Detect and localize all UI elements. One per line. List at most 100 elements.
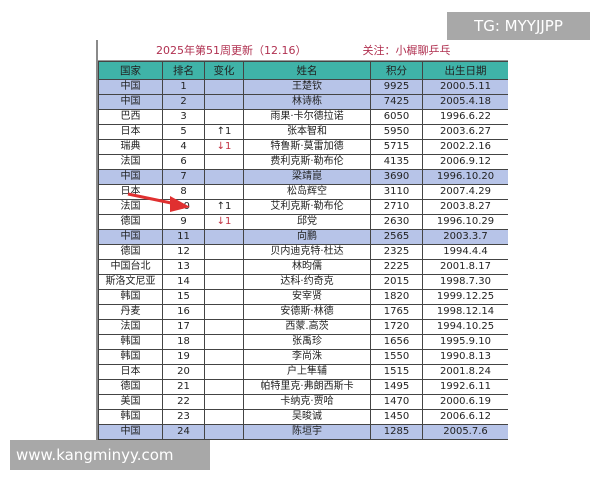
points-cell: 1470 <box>370 394 423 410</box>
country-cell: 韩国 <box>98 349 163 365</box>
change-cell <box>204 169 244 185</box>
birthdate-cell: 1994.4.4 <box>422 244 508 260</box>
name-cell: 安德斯·林德 <box>243 304 371 320</box>
country-cell: 美国 <box>98 394 163 410</box>
points-cell: 2015 <box>370 274 423 290</box>
rank-cell: 15 <box>162 289 205 305</box>
rank-cell: 23 <box>162 409 205 425</box>
change-cell: ↑1 <box>204 199 244 215</box>
table-row: 韩国 23 吴晙诚 1450 2006.6.12 <box>98 409 508 425</box>
rank-cell: 11 <box>162 229 205 245</box>
rank-cell: 2 <box>162 94 205 110</box>
change-cell <box>204 259 244 275</box>
country-cell: 法国 <box>98 319 163 335</box>
change-cell <box>204 244 244 260</box>
table-row: 中国 11 向鹏 2565 2003.3.7 <box>98 229 508 245</box>
points-cell: 1450 <box>370 409 423 425</box>
column-header: 国家 <box>98 61 163 80</box>
points-cell: 6050 <box>370 109 423 125</box>
birthdate-cell: 1994.10.25 <box>422 319 508 335</box>
change-cell <box>204 409 244 425</box>
country-cell: 德国 <box>98 379 163 395</box>
name-cell: 向鹏 <box>243 229 371 245</box>
birthdate-cell: 2003.8.27 <box>422 199 508 215</box>
points-cell: 5950 <box>370 124 423 140</box>
rank-cell: 14 <box>162 274 205 290</box>
birthdate-cell: 2003.6.27 <box>422 124 508 140</box>
change-cell <box>204 289 244 305</box>
country-cell: 中国 <box>98 229 163 245</box>
points-cell: 5715 <box>370 139 423 155</box>
table-row: 德国 12 贝内迪克特·杜达 2325 1994.4.4 <box>98 244 508 260</box>
name-cell: 李尚洙 <box>243 349 371 365</box>
points-cell: 1550 <box>370 349 423 365</box>
name-cell: 户上隼辅 <box>243 364 371 380</box>
change-cell <box>204 349 244 365</box>
change-cell <box>204 229 244 245</box>
change-cell <box>204 319 244 335</box>
table-row: 瑞典 4 ↓1 特鲁斯·莫雷加德 5715 2002.2.16 <box>98 139 508 155</box>
rank-cell: 13 <box>162 259 205 275</box>
birthdate-cell: 2000.6.19 <box>422 394 508 410</box>
birthdate-cell: 1998.12.14 <box>422 304 508 320</box>
rank-cell: 3 <box>162 109 205 125</box>
country-cell: 韩国 <box>98 334 163 350</box>
points-cell: 1285 <box>370 424 423 440</box>
table-row: 巴西 3 雨果·卡尔德拉诺 6050 1996.6.22 <box>98 109 508 125</box>
header-row: 国家 排名 变化 姓名 积分 出生日期 <box>98 61 508 80</box>
column-header: 排名 <box>162 61 205 80</box>
points-cell: 1656 <box>370 334 423 350</box>
change-cell: ↓1 <box>204 214 244 230</box>
rank-cell: 21 <box>162 379 205 395</box>
rank-cell: 20 <box>162 364 205 380</box>
birthdate-cell: 2000.5.11 <box>422 79 508 95</box>
birthdate-cell: 2007.4.29 <box>422 184 508 200</box>
column-header: 出生日期 <box>422 61 508 80</box>
name-cell: 王楚钦 <box>243 79 371 95</box>
birthdate-cell: 2002.2.16 <box>422 139 508 155</box>
table-row: 斯洛文尼亚 14 达科·约奇克 2015 1998.7.30 <box>98 274 508 290</box>
birthdate-cell: 1996.10.20 <box>422 169 508 185</box>
rank-cell: 19 <box>162 349 205 365</box>
change-cell <box>204 79 244 95</box>
name-cell: 陈垣宇 <box>243 424 371 440</box>
rank-cell: 1 <box>162 79 205 95</box>
name-cell: 贝内迪克特·杜达 <box>243 244 371 260</box>
country-cell: 中国台北 <box>98 259 163 275</box>
update-title: 2025年第51周更新（12.16） <box>156 44 307 57</box>
birthdate-cell: 2005.4.18 <box>422 94 508 110</box>
change-cell: ↑1 <box>204 124 244 140</box>
country-cell: 德国 <box>98 244 163 260</box>
name-cell: 张禹珍 <box>243 334 371 350</box>
country-cell: 日本 <box>98 124 163 140</box>
rank-cell: 6 <box>162 154 205 170</box>
points-cell: 3110 <box>370 184 423 200</box>
table-row: 韩国 19 李尚洙 1550 1990.8.13 <box>98 349 508 365</box>
country-cell: 中国 <box>98 169 163 185</box>
change-cell <box>204 184 244 200</box>
birthdate-cell: 2005.7.6 <box>422 424 508 440</box>
country-cell: 巴西 <box>98 109 163 125</box>
name-cell: 吴晙诚 <box>243 409 371 425</box>
rank-cell: 4 <box>162 139 205 155</box>
table-row: 美国 22 卡纳克·贾哈 1470 2000.6.19 <box>98 394 508 410</box>
country-cell: 日本 <box>98 364 163 380</box>
points-cell: 1765 <box>370 304 423 320</box>
table-row: 日本 5 ↑1 张本智和 5950 2003.6.27 <box>98 124 508 140</box>
change-cell: ↓1 <box>204 139 244 155</box>
birthdate-cell: 1995.9.10 <box>422 334 508 350</box>
table-row: 法国 6 费利克斯·勒布伦 4135 2006.9.12 <box>98 154 508 170</box>
name-cell: 安宰贤 <box>243 289 371 305</box>
country-cell: 瑞典 <box>98 139 163 155</box>
name-cell: 达科·约奇克 <box>243 274 371 290</box>
birthdate-cell: 1996.10.29 <box>422 214 508 230</box>
name-cell: 林诗栋 <box>243 94 371 110</box>
name-cell: 西蒙.高茨 <box>243 319 371 335</box>
ranking-table: 国家 排名 变化 姓名 积分 出生日期 中国 1 王楚钦 9925 2000.5.11 中国 2 林诗栋… <box>98 61 508 440</box>
country-cell: 韩国 <box>98 409 163 425</box>
points-cell: 2710 <box>370 199 423 215</box>
sheet-title: 2025年第51周更新（12.16） 关注：小樨聊乒乓 <box>98 40 508 61</box>
points-cell: 2630 <box>370 214 423 230</box>
points-cell: 7425 <box>370 94 423 110</box>
points-cell: 1495 <box>370 379 423 395</box>
